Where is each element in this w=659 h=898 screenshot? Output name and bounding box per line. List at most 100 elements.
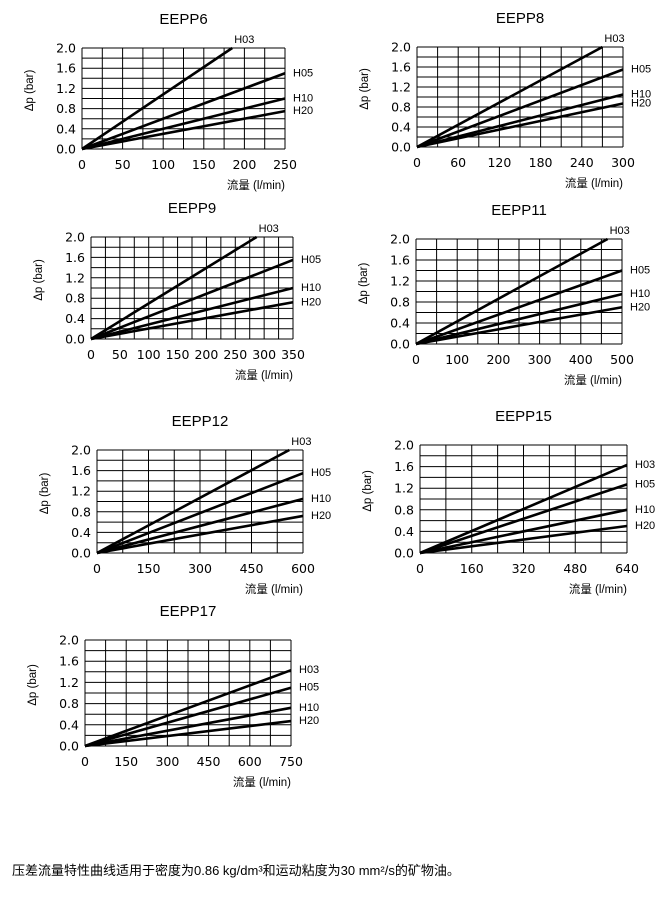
series-line-h20: [81, 109, 286, 151]
series-label: H20: [293, 105, 313, 117]
series-line-h10: [419, 508, 628, 555]
chart-eepp11: EEPP11 0.0 0.4 0.8 1.2 1.6 2.0 0 100 200 300 400 500…: [358, 202, 650, 387]
series-line-h03: [415, 237, 609, 346]
x-axis-label: 流量 (l/min): [233, 775, 291, 789]
y-tick-label: 2.0: [390, 232, 410, 247]
x-tick-label: 250: [223, 347, 247, 362]
y-axis-label: Δp (bar): [24, 70, 36, 112]
series-label: H20: [301, 296, 321, 308]
x-tick-label: 200: [486, 352, 510, 367]
x-tick-label: 240: [570, 155, 594, 170]
series-line-h05: [415, 269, 623, 346]
x-tick-label: 640: [615, 561, 639, 576]
x-tick-label: 300: [528, 352, 552, 367]
y-tick-label: 0.8: [391, 100, 411, 115]
y-tick-label: 0.4: [56, 121, 76, 136]
chart-title: EEPP9: [168, 200, 216, 217]
y-tick-label: 1.2: [394, 481, 414, 496]
series-label: H20: [635, 520, 655, 532]
x-tick-label: 500: [610, 352, 634, 367]
y-tick-label: 0.0: [56, 142, 76, 157]
y-tick-label: 0.4: [394, 524, 414, 539]
x-tick-label: 200: [194, 347, 218, 362]
chart-eepp17: EEPP17 0.0 0.4 0.8 1.2 1.6 2.0 0 150 300 450 600 750…: [27, 603, 319, 789]
x-axis-label: 流量 (l/min): [569, 582, 627, 596]
y-tick-label: 2.0: [65, 230, 85, 245]
x-tick-label: 200: [232, 157, 256, 172]
x-tick-label: 150: [137, 561, 161, 576]
y-tick-label: 1.2: [65, 270, 85, 285]
y-tick-label: 0.8: [59, 696, 79, 711]
series-label: H10: [630, 288, 650, 300]
x-axis-label: 流量 (l/min): [564, 373, 622, 387]
x-tick-label: 250: [273, 157, 297, 172]
series-line-h20: [416, 102, 624, 149]
series-line-h05: [416, 68, 624, 149]
series-line-h05: [419, 483, 628, 555]
series-line-h20: [96, 514, 304, 555]
x-tick-label: 150: [114, 754, 138, 769]
y-axis-label: Δp (bar): [362, 470, 374, 512]
x-tick-label: 100: [137, 347, 161, 362]
series-label: H20: [311, 510, 331, 522]
chart-eepp8: EEPP8 0.0 0.4 0.8 1.2 1.6 2.0 0 60 120 180 240 300 Δp…: [359, 10, 651, 190]
y-tick-label: 0.8: [56, 101, 76, 116]
chart-title: EEPP12: [172, 413, 229, 430]
series-line-h20: [415, 305, 623, 346]
series-label: H05: [631, 64, 651, 76]
y-tick-label: 1.6: [391, 60, 411, 75]
y-tick-label: 1.2: [59, 675, 79, 690]
series-line-h03: [416, 45, 604, 149]
series-line-h05: [90, 258, 294, 341]
y-tick-label: 0.4: [391, 120, 411, 135]
chart-eepp6: EEPP6 0.0 0.4 0.8 1.2 1.6 2.0 0 50 100 150 200 250 Δp…: [24, 11, 313, 192]
y-tick-label: 0.8: [71, 504, 91, 519]
y-axis-label: Δp (bar): [359, 68, 371, 110]
series-label: H20: [631, 98, 651, 110]
y-tick-label: 0.0: [59, 739, 79, 754]
series-label: H05: [630, 265, 650, 277]
x-tick-label: 450: [197, 754, 221, 769]
series-label: H03: [604, 33, 624, 45]
y-tick-label: 1.2: [391, 80, 411, 95]
x-tick-label: 120: [487, 155, 511, 170]
y-tick-label: 2.0: [59, 633, 79, 648]
y-axis-label: Δp (bar): [33, 259, 45, 301]
x-tick-label: 300: [252, 347, 276, 362]
series-label: H20: [630, 301, 650, 313]
x-tick-label: 450: [240, 561, 264, 576]
series-line-h10: [84, 706, 292, 748]
series-label: H10: [299, 702, 319, 714]
x-tick-label: 350: [281, 347, 305, 362]
x-tick-label: 0: [412, 352, 420, 367]
series-line-h03: [90, 235, 258, 341]
series-line-h03: [81, 46, 233, 151]
y-tick-label: 0.4: [59, 717, 79, 732]
series-line-h10: [416, 93, 624, 149]
x-tick-label: 300: [611, 155, 635, 170]
x-tick-label: 150: [166, 347, 190, 362]
x-tick-label: 60: [450, 155, 466, 170]
y-tick-label: 1.6: [71, 463, 91, 478]
series-line-h03: [84, 668, 292, 748]
series-line-h10: [415, 292, 623, 346]
series-label: H10: [631, 89, 651, 101]
series-label: H05: [635, 478, 655, 490]
y-tick-label: 0.0: [71, 546, 91, 561]
series-line-h20: [84, 719, 292, 748]
y-tick-label: 0.0: [65, 332, 85, 347]
y-tick-label: 2.0: [71, 443, 91, 458]
x-axis-label: 流量 (l/min): [565, 176, 623, 190]
x-tick-label: 50: [115, 157, 131, 172]
x-tick-label: 50: [112, 347, 128, 362]
footnote: 压差流量特性曲线适用于密度为0.86 kg/dm³和运动粘度为30 mm²/s的…: [12, 863, 460, 878]
x-tick-label: 150: [192, 157, 216, 172]
chart-title: EEPP6: [159, 11, 207, 28]
y-axis-label: Δp (bar): [358, 263, 370, 305]
series-line-h05: [84, 686, 292, 748]
series-line-h20: [419, 524, 628, 555]
series-line-h10: [96, 497, 304, 555]
x-axis-label: 流量 (l/min): [227, 178, 285, 192]
series-line-h10: [81, 97, 286, 151]
y-tick-label: 1.6: [394, 459, 414, 474]
